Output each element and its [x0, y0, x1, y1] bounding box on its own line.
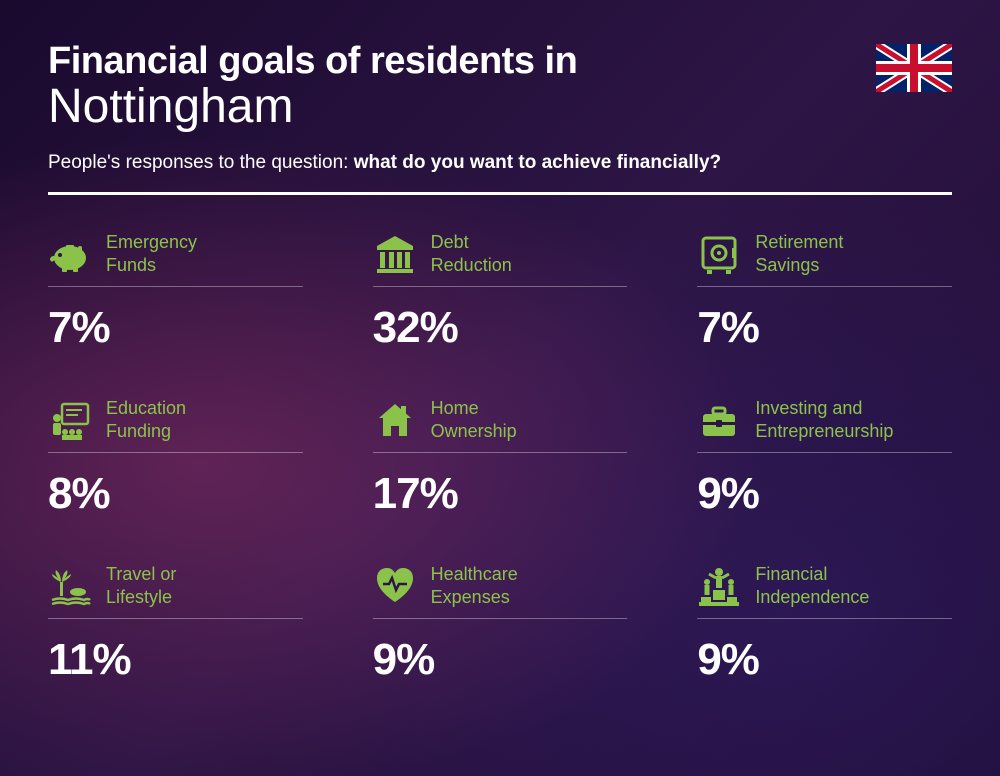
safe-icon: [697, 232, 741, 276]
stat-card: DebtReduction 32%: [373, 231, 628, 353]
stat-label: HealthcareExpenses: [431, 563, 518, 608]
stat-value: 9%: [697, 635, 952, 685]
stat-card: EmergencyFunds 7%: [48, 231, 303, 353]
stat-label: RetirementSavings: [755, 231, 843, 276]
stat-value: 7%: [697, 303, 952, 353]
bank-icon: [373, 232, 417, 276]
stat-value: 8%: [48, 469, 303, 519]
subtitle-prefix: People's responses to the question:: [48, 152, 354, 173]
stat-label: Investing andEntrepreneurship: [755, 397, 893, 442]
subtitle: People's responses to the question: what…: [48, 152, 952, 174]
independence-icon: [697, 564, 741, 608]
stat-label: HomeOwnership: [431, 397, 517, 442]
stat-value: 7%: [48, 303, 303, 353]
healthcare-icon: [373, 564, 417, 608]
stat-card: Investing andEntrepreneurship 9%: [697, 397, 952, 519]
title-line1: Financial goals of residents in: [48, 40, 952, 83]
stat-label: EducationFunding: [106, 397, 186, 442]
stat-label: FinancialIndependence: [755, 563, 869, 608]
house-icon: [373, 398, 417, 442]
stat-value: 9%: [373, 635, 628, 685]
uk-flag-icon: [876, 44, 952, 92]
stat-card: EducationFunding 8%: [48, 397, 303, 519]
stat-label: EmergencyFunds: [106, 231, 197, 276]
header: Financial goals of residents in Nottingh…: [48, 40, 952, 174]
stat-card: HealthcareExpenses 9%: [373, 563, 628, 685]
stats-grid: EmergencyFunds 7% DebtReduction 32% Reti…: [48, 231, 952, 685]
stat-card: FinancialIndependence 9%: [697, 563, 952, 685]
education-icon: [48, 398, 92, 442]
stat-card: RetirementSavings 7%: [697, 231, 952, 353]
stat-card: HomeOwnership 17%: [373, 397, 628, 519]
stat-value: 9%: [697, 469, 952, 519]
piggy-bank-icon: [48, 232, 92, 276]
stat-label: Travel orLifestyle: [106, 563, 176, 608]
stat-card: Travel orLifestyle 11%: [48, 563, 303, 685]
travel-icon: [48, 564, 92, 608]
title-line2: Nottingham: [48, 79, 952, 134]
subtitle-question: what do you want to achieve financially?: [354, 152, 721, 173]
divider: [48, 192, 952, 195]
stat-value: 17%: [373, 469, 628, 519]
stat-value: 32%: [373, 303, 628, 353]
stat-value: 11%: [48, 635, 303, 685]
stat-label: DebtReduction: [431, 231, 512, 276]
briefcase-icon: [697, 398, 741, 442]
